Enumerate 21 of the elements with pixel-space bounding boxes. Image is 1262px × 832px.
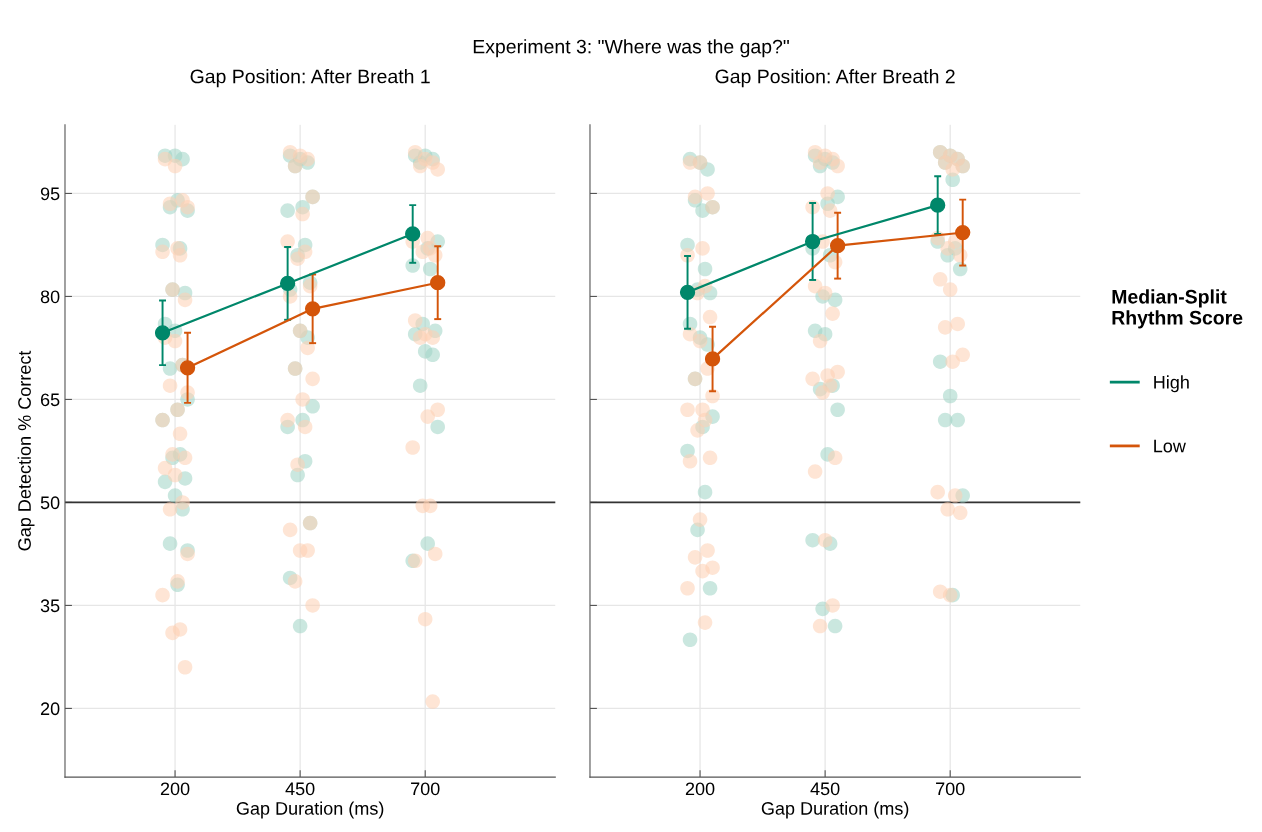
y-tick-label: 20 — [40, 702, 60, 716]
legend-label: High — [1154, 375, 1189, 393]
y-tick-label: 80 — [40, 290, 60, 304]
x-tick-label: 200 — [685, 782, 715, 796]
y-tick-label: 95 — [40, 187, 60, 201]
y-tick-label: 50 — [40, 496, 60, 510]
x-axis-title: Gap Duration (ms) — [761, 801, 909, 819]
x-axis-title: Gap Duration (ms) — [236, 801, 384, 819]
y-axis-title: Gap Detection % Correct — [17, 350, 35, 551]
x-tick-label: 200 — [160, 782, 190, 796]
x-tick-label: 450 — [285, 782, 315, 796]
x-tick-label: 450 — [810, 782, 840, 796]
text: Experiment 3: "Where was the gap?" — [473, 39, 789, 58]
y-tick-label: 65 — [40, 393, 60, 407]
chart-title: Gap Position: After Breath 1 — [190, 69, 430, 88]
y-tick-label: 35 — [40, 599, 60, 613]
x-tick-label: 700 — [936, 782, 965, 796]
legend-label: Low — [1154, 439, 1186, 453]
legend-title: Median-Split Rhythm Score — [1112, 289, 1243, 329]
x-tick-label: 700 — [411, 782, 440, 796]
chart-title: Gap Position: After Breath 2 — [715, 69, 955, 88]
